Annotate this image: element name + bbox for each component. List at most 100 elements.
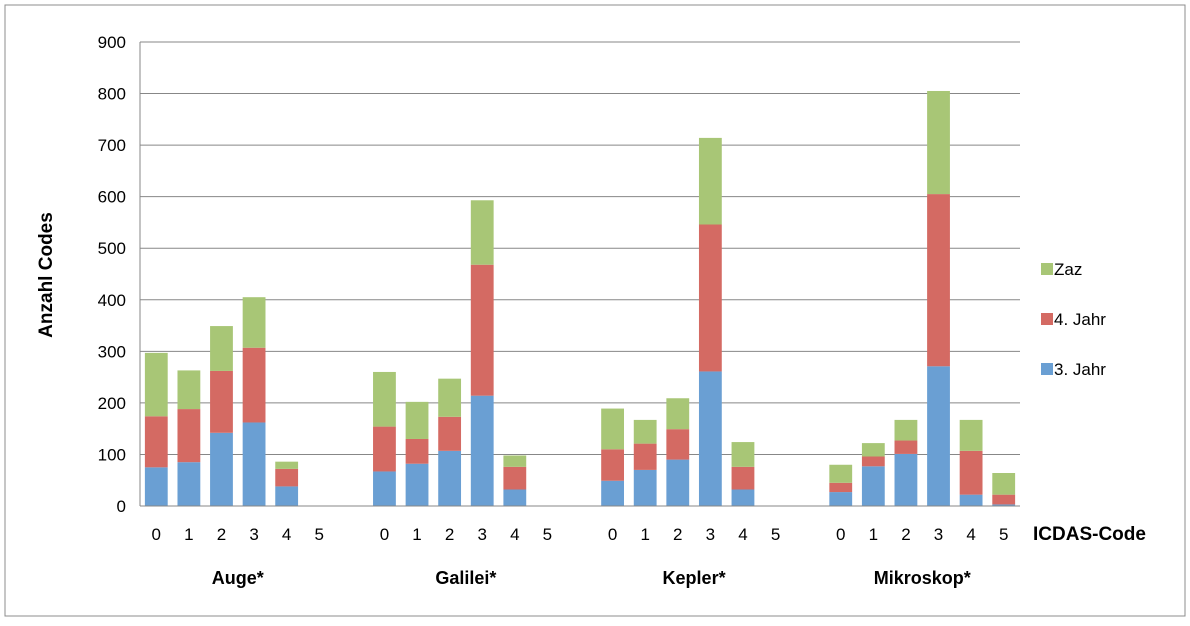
x-tick-label: 4 [510,525,519,544]
x-tick-label: 5 [999,525,1008,544]
legend-label: Zaz [1054,260,1082,279]
bar-segment [210,432,233,506]
bar-segment [438,378,462,417]
legend-swatch [1041,313,1053,325]
bar-segment [666,398,690,430]
legend-label: 4. Jahr [1054,310,1106,329]
bar-segment [144,416,168,468]
y-tick-label: 400 [98,291,126,310]
bar-segment [731,489,755,506]
bar-segment [829,482,853,493]
x-tick-label: 0 [380,525,389,544]
legend: Zaz 4. Jahr 3. Jahr [1041,260,1106,379]
bar-segment [438,416,462,451]
bar-segment [731,466,755,490]
x-tick-label: 0 [152,525,161,544]
bar-segment [601,480,624,506]
x-tick-label: 1 [184,525,193,544]
bar-segment [470,395,494,506]
bar-segment [177,370,201,410]
bar-segment [373,426,396,472]
chart-border [4,4,1186,617]
x-tick-label: 1 [640,525,649,544]
bar-segment [698,224,722,372]
x-tick-label: 5 [315,525,324,544]
bar-segment [829,492,853,506]
x-axis-title: ICDAS-Code [1033,524,1146,545]
axes [139,42,1020,507]
bar-segment [210,326,233,371]
bar-segment [438,450,462,506]
bar-segment [731,442,755,467]
group-labels: Auge* Galilei* Kepler* Mikroskop* [212,568,971,588]
bar-segment [503,455,527,467]
legend-swatch [1041,263,1053,275]
bar-segment [275,468,299,487]
x-tick-label: 5 [543,525,552,544]
x-tick-label: 1 [869,525,878,544]
bar-segment [861,456,885,467]
bar-segment [666,459,690,506]
group-label: Kepler* [663,568,726,588]
bar-segment [242,422,266,506]
bar-segment [373,371,396,427]
bar-segment [666,429,690,460]
bar-segment [601,408,624,450]
bar-segment [992,504,1016,506]
bar-segment [698,371,722,506]
bar-segment [503,466,527,490]
bar-segment [601,449,624,481]
y-tick-label: 800 [98,85,126,104]
legend-label: 3. Jahr [1054,360,1106,379]
bar-segment [275,486,299,506]
bar-segment [927,366,950,506]
bar-segment [633,469,657,506]
x-tick-label: 4 [966,525,975,544]
x-tick-labels: 0 1 2 3 4 5 0 1 2 3 4 5 0 1 2 3 4 5 0 1 2 3 4 5 [152,525,1009,544]
bar-segment [894,453,918,506]
bar-segment [144,467,168,506]
bar-segment [633,443,657,470]
bar-segment [144,352,168,417]
legend-swatch [1041,363,1053,375]
bars [144,90,1016,506]
bar-segment [959,419,983,451]
x-tick-label: 5 [771,525,780,544]
bar-segment [992,473,1016,495]
bar-segment [177,409,201,463]
bar-segment [861,443,885,457]
y-tick-label: 500 [98,239,126,258]
bar-segment [177,462,201,506]
bar-segment [927,194,950,367]
bar-segment [275,461,299,469]
y-tick-label: 700 [98,136,126,155]
bar-segment [242,347,266,423]
bar-segment [698,137,722,225]
bar-segment [210,370,233,433]
y-tick-label: 900 [98,33,126,52]
bar-segment [894,440,918,454]
x-tick-label: 0 [836,525,845,544]
bar-segment [959,494,983,506]
bar-segment [470,200,494,265]
bar-segment [373,471,396,506]
y-tick-label: 200 [98,394,126,413]
x-tick-label: 2 [901,525,910,544]
bar-segment [242,297,266,348]
bar-segment [405,463,429,506]
y-axis-title: Anzahl Codes [36,212,57,338]
x-tick-label: 3 [706,525,715,544]
y-tick-label: 100 [98,445,126,464]
x-tick-label: 4 [282,525,291,544]
x-tick-label: 1 [412,525,421,544]
y-tick-label: 0 [117,497,126,516]
bar-segment [829,464,853,483]
x-tick-label: 3 [477,525,486,544]
group-label: Mikroskop* [874,568,971,588]
bar-segment [861,466,885,506]
bar-segment [405,438,429,464]
bar-segment [927,90,950,195]
x-tick-label: 3 [934,525,943,544]
